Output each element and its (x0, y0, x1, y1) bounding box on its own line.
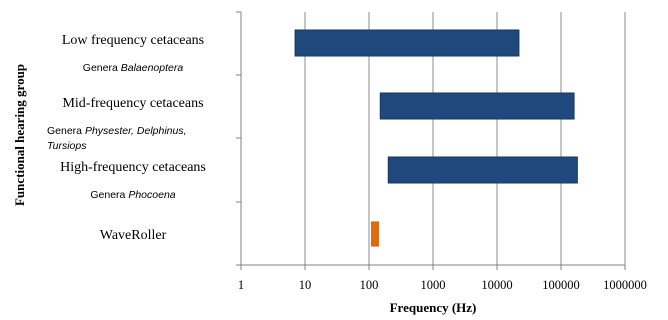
category-labels: Low frequency cetaceans Genera Balaenopte… (47, 33, 206, 243)
x-tick-labels: 1 10 100 1000 10000 100000 1000000 (238, 278, 647, 292)
x-tick-label: 1000 (421, 278, 446, 292)
range-bar (294, 29, 520, 57)
category-label: Mid-frequency cetaceans (62, 96, 203, 111)
range-bar (371, 221, 379, 247)
range-bar (387, 156, 578, 184)
category-label: WaveRoller (100, 228, 167, 243)
x-axis-label: Frequency (Hz) (390, 300, 477, 315)
category-sublabel: Genera Phocoena (90, 189, 175, 201)
category-sublabel: Genera Balaenoptera (83, 62, 184, 74)
x-tick-label: 100 (360, 278, 379, 292)
x-tick-label: 10000 (481, 278, 512, 292)
x-tick-label: 1000000 (603, 278, 647, 292)
y-axis-label: Functional hearing group (12, 64, 27, 206)
category-sublabel: Tursiops (47, 140, 87, 152)
x-tick-label: 10 (299, 278, 312, 292)
bar-series (294, 29, 578, 247)
x-tick-label: 100000 (542, 278, 580, 292)
range-bar (379, 92, 575, 120)
category-sublabel: Genera Physester, Delphinus, (47, 125, 187, 137)
category-label: Low frequency cetaceans (62, 33, 204, 48)
category-label: High-frequency cetaceans (60, 160, 206, 175)
axes (236, 11, 626, 270)
x-tick-label: 1 (238, 278, 244, 292)
